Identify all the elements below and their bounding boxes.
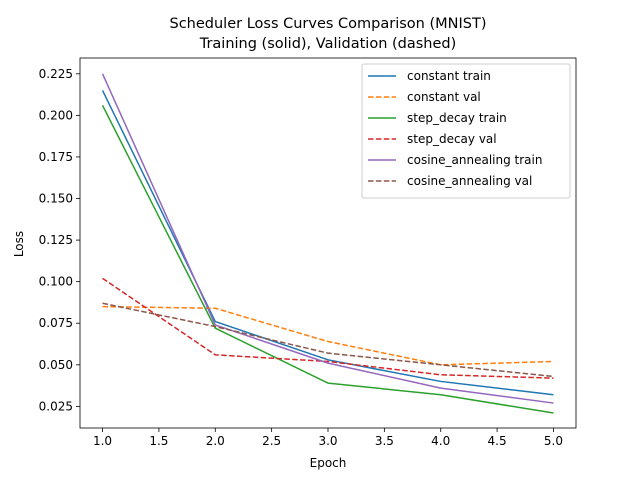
y-tick-label: 0.200 xyxy=(39,108,73,122)
series-line-cosine-annealing-val xyxy=(102,302,554,378)
x-axis-ticks: 1.0 1.5 2.0 2.5 3.0 3.5 4.0 4.5 5.0 xyxy=(93,428,563,448)
y-axis-label: Loss xyxy=(12,231,26,257)
y-tick-label: 0.175 xyxy=(39,150,73,164)
series-line-cosine-annealing-train xyxy=(101,73,554,404)
x-tick-label: 2.0 xyxy=(206,434,225,448)
series-line-step-decay-train xyxy=(101,105,554,414)
x-tick-label: 3.5 xyxy=(375,434,394,448)
series-line-step-decay-val xyxy=(102,277,554,379)
y-tick-label: 0.100 xyxy=(39,275,73,289)
y-tick-label: 0.225 xyxy=(39,67,73,81)
x-tick-label: 4.5 xyxy=(488,434,507,448)
x-tick-label: 2.5 xyxy=(262,434,281,448)
series-line-constant-val xyxy=(102,305,554,366)
x-tick-label: 5.0 xyxy=(544,434,563,448)
legend-label: step_decay train xyxy=(407,111,507,125)
legend-label: constant val xyxy=(407,90,481,104)
legend-label: constant train xyxy=(407,69,491,83)
x-tick-label: 3.0 xyxy=(318,434,337,448)
y-axis-ticks: 0.025 0.050 0.075 0.100 0.125 0.150 0.175 0.200… xyxy=(39,67,80,413)
legend-items: constant train constant val step_decay tra… xyxy=(368,69,542,188)
legend-box xyxy=(361,63,571,199)
y-tick-label: 0.150 xyxy=(39,192,73,206)
y-tick-label: 0.075 xyxy=(39,316,73,330)
legend-label: cosine_annealing train xyxy=(407,153,542,167)
series-line-constant-train xyxy=(101,90,554,396)
x-tick-label: 1.5 xyxy=(149,434,168,448)
y-tick-label: 0.025 xyxy=(39,399,73,413)
legend-label: cosine_annealing val xyxy=(407,174,532,188)
y-tick-label: 0.125 xyxy=(39,233,73,247)
x-tick-label: 4.0 xyxy=(431,434,450,448)
x-tick-label: 1.0 xyxy=(93,434,112,448)
x-axis-label: Epoch xyxy=(310,456,347,470)
chart-legend: constant train constant val step_decay tra… xyxy=(361,63,571,199)
y-tick-label: 0.050 xyxy=(39,358,73,372)
chart-subtitle: Training (solid), Validation (dashed) xyxy=(199,36,457,52)
legend-label: step_decay val xyxy=(407,132,497,146)
chart-title: Scheduler Loss Curves Comparison (MNIST) xyxy=(170,16,487,32)
plot-series-group xyxy=(101,73,554,414)
